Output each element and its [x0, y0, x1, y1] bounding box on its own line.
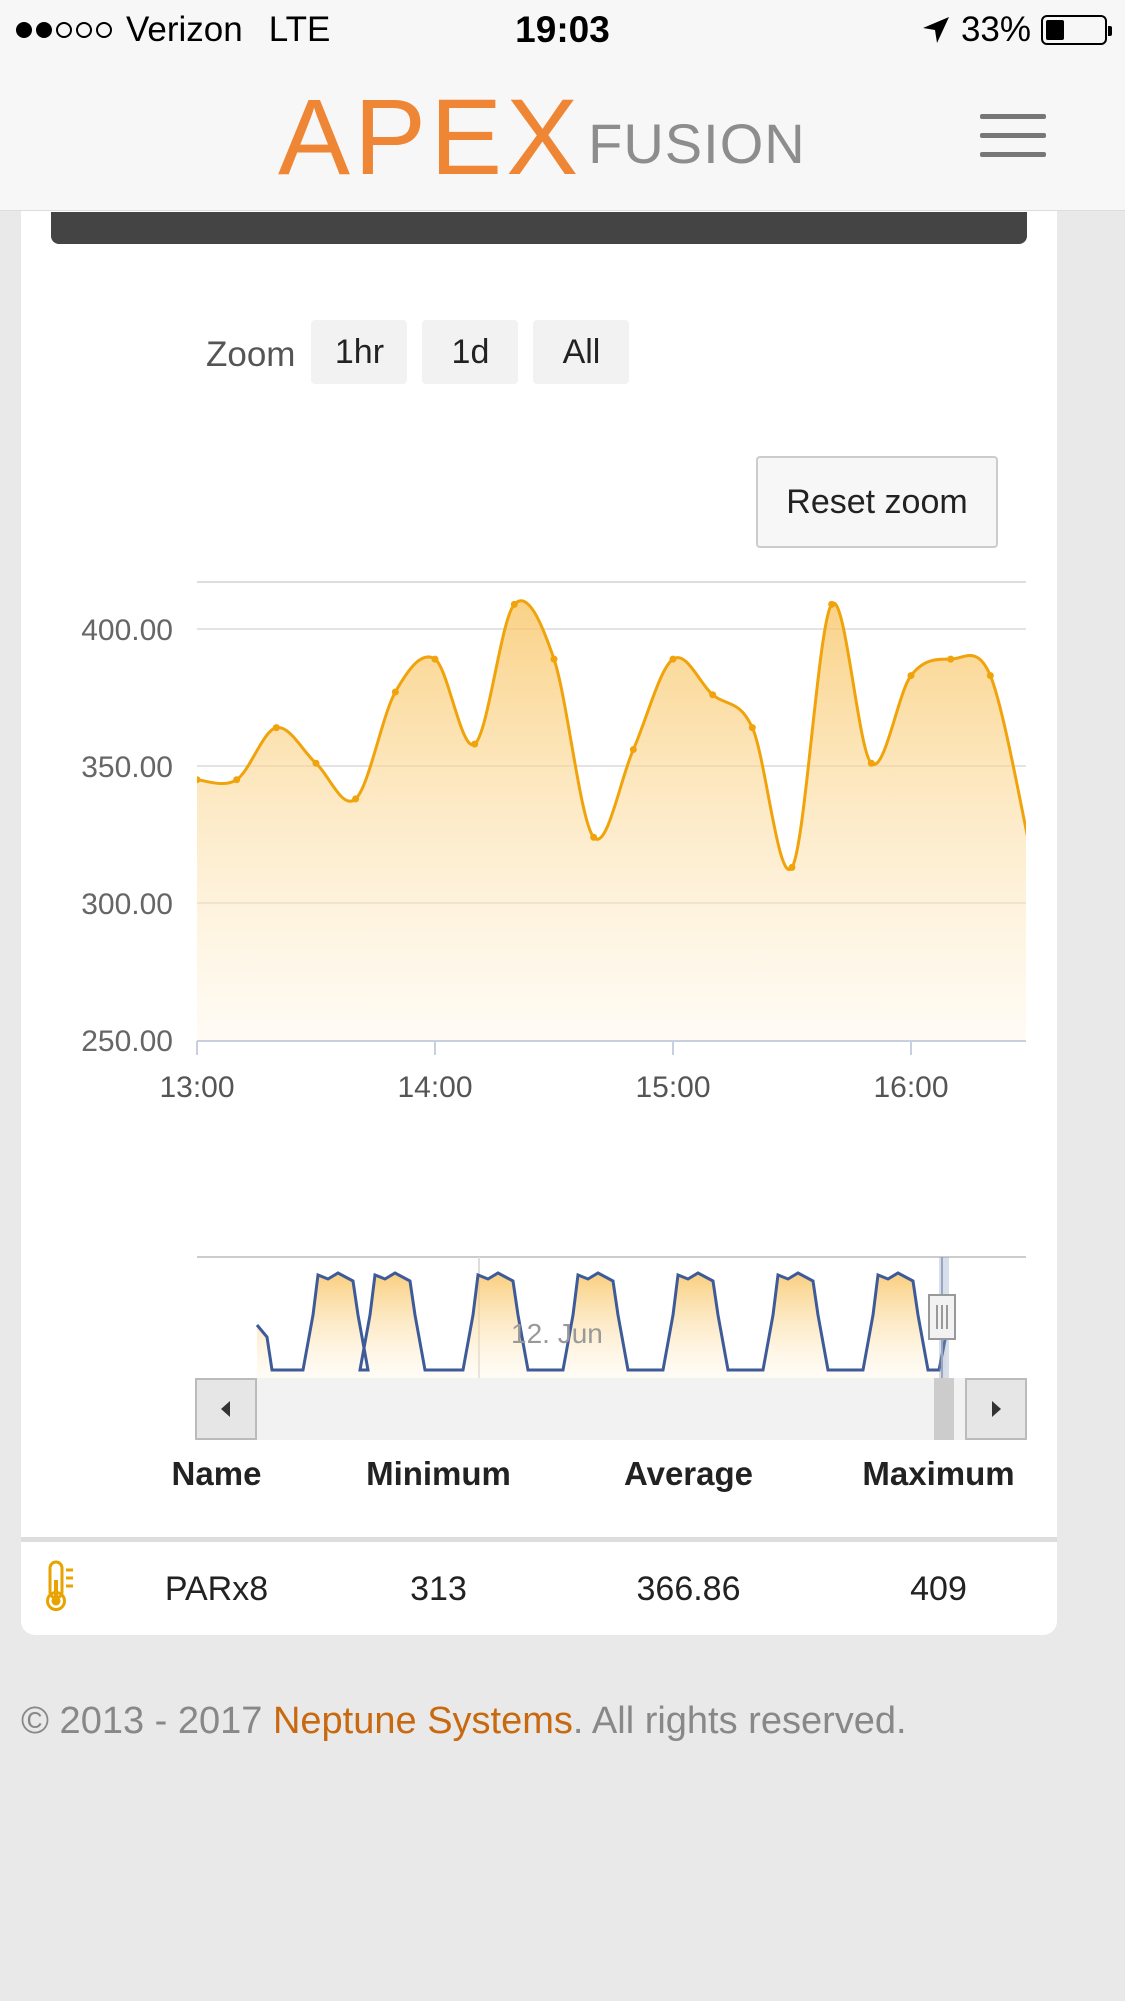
data-point: [431, 655, 439, 663]
data-point: [867, 759, 875, 767]
table-row[interactable]: PARx8 313 366.86 409: [21, 1542, 1057, 1634]
menu-bar-bottom: [980, 152, 1046, 157]
triangle-right-icon: [992, 1401, 1001, 1417]
status-right: 33%: [921, 10, 1112, 50]
data-point: [272, 724, 280, 732]
network-type: LTE: [268, 10, 331, 49]
col-header-maximum: Maximum: [862, 1455, 1015, 1492]
data-point: [709, 691, 717, 699]
data-point: [907, 672, 915, 680]
table-divider: [21, 1537, 1057, 1542]
data-point: [510, 600, 518, 608]
data-point: [471, 740, 479, 748]
data-point: [748, 724, 756, 732]
data-point: [590, 833, 598, 841]
y-tick-label: 350.00: [81, 751, 173, 784]
cell-maximum: 409: [910, 1570, 967, 1608]
chart-card: Zoom 1hr 1d All 250.00 300.00 350.00 400.00…: [21, 160, 1057, 1635]
card-title-bar: [51, 212, 1027, 244]
scroll-left-button[interactable]: [195, 1378, 257, 1440]
footer-copyright: © 2013 - 2017: [21, 1700, 273, 1742]
data-point: [828, 600, 836, 608]
col-header-average: Average: [623, 1455, 754, 1492]
status-bar: Verizon LTE 19:03 33%: [0, 0, 1125, 62]
menu-bar-middle: [980, 133, 1046, 138]
zoom-1d-button[interactable]: 1d: [422, 320, 519, 384]
y-tick-label: 300.00: [81, 888, 173, 921]
zoom-label: Zoom: [206, 335, 296, 374]
brand-fusion: FUSION: [588, 112, 806, 175]
signal-dot: [16, 22, 32, 38]
data-point: [197, 776, 201, 784]
brand-apex: APEX: [278, 76, 583, 197]
triangle-left-icon: [221, 1401, 230, 1417]
signal-dot: [36, 22, 52, 38]
hamburger-menu-icon[interactable]: [980, 112, 1048, 160]
data-point: [669, 655, 677, 663]
battery-percent: 33%: [960, 10, 1031, 49]
x-tick-label: 15:00: [635, 1071, 710, 1104]
data-point: [233, 776, 241, 784]
series-area: [197, 600, 1026, 1040]
zoom-all-button[interactable]: All: [533, 320, 630, 384]
battery-nub: [1108, 26, 1112, 36]
app-header: APEX FUSION: [0, 62, 1125, 211]
navigator-chart[interactable]: 12. Jun: [21, 1255, 1057, 1380]
footer-link-neptune[interactable]: Neptune Systems: [272, 1700, 573, 1742]
data-point: [629, 746, 637, 754]
scrollbar-track[interactable]: [257, 1378, 965, 1440]
col-header-minimum: Minimum: [366, 1455, 511, 1492]
footer-rights: . All rights reserved.: [572, 1700, 907, 1742]
data-point: [391, 688, 399, 696]
brand-logo[interactable]: APEX FUSION: [278, 76, 806, 197]
y-tick-label: 400.00: [81, 614, 173, 647]
menu-bar-top: [980, 114, 1046, 119]
stats-table-header: Name Minimum Average Maximum: [21, 1455, 1057, 1511]
series-group: [197, 599, 1034, 1040]
navigator-area: [257, 1273, 946, 1380]
data-point: [1027, 845, 1034, 852]
navigator-handle[interactable]: [928, 1294, 956, 1340]
location-arrow-icon: [922, 17, 949, 43]
x-tick-label: 14:00: [397, 1071, 472, 1104]
status-left: Verizon LTE: [16, 10, 330, 50]
data-point: [986, 672, 994, 680]
carrier-name: Verizon: [126, 10, 243, 49]
signal-dot: [96, 22, 112, 38]
reset-zoom-button[interactable]: Reset zoom: [756, 456, 998, 548]
footer: © 2013 - 2017 Neptune Systems. All right…: [21, 1700, 907, 1743]
x-tick-label: 16:00: [873, 1071, 948, 1104]
data-point: [550, 655, 558, 663]
signal-strength-icon: [16, 22, 112, 38]
thermometer-icon: [46, 1560, 73, 1611]
y-tick-label: 250.00: [81, 1025, 173, 1058]
status-time: 19:03: [515, 9, 610, 50]
signal-dot: [56, 22, 72, 38]
signal-dot: [76, 22, 92, 38]
zoom-controls: Zoom 1hr 1d All: [206, 320, 644, 384]
main-chart[interactable]: 250.00 300.00 350.00 400.00 13:00 14:00 15:00 1…: [21, 400, 1057, 1120]
navigator-line: [255, 1271, 948, 1372]
battery-fill: [1046, 20, 1064, 40]
zoom-1hr-button[interactable]: 1hr: [311, 320, 408, 384]
cell-minimum: 313: [410, 1570, 467, 1608]
battery-icon: [1041, 15, 1112, 45]
cell-average: 366.86: [636, 1570, 741, 1608]
data-point: [788, 863, 796, 871]
x-tick-label: 13:00: [159, 1071, 234, 1104]
navigator-date-label: 12. Jun: [511, 1318, 603, 1349]
scroll-right-button[interactable]: [965, 1378, 1027, 1440]
data-point: [312, 759, 320, 767]
col-header-name: Name: [171, 1455, 262, 1492]
cell-name: PARx8: [164, 1570, 269, 1608]
data-point: [947, 655, 955, 663]
data-point: [352, 795, 360, 803]
scrollbar-thumb[interactable]: [934, 1378, 954, 1440]
